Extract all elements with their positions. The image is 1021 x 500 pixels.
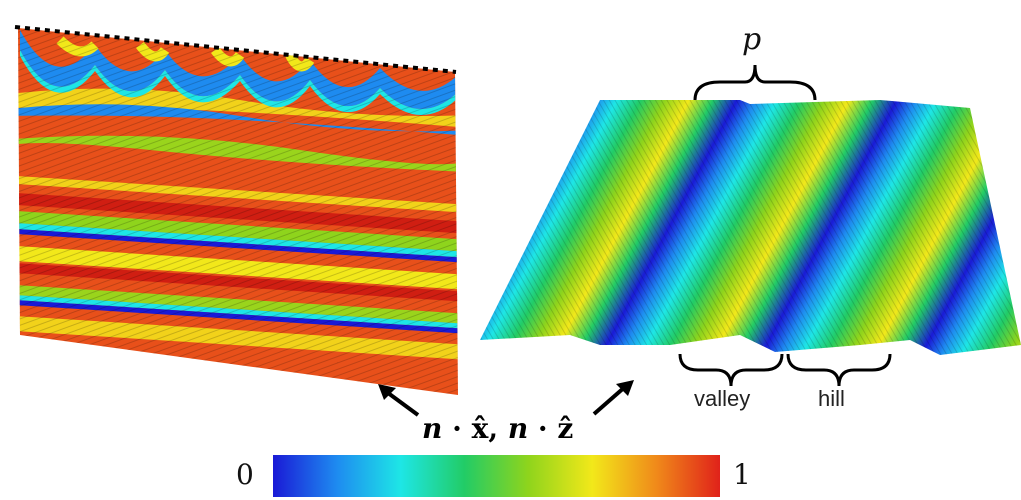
valley-label: valley	[694, 386, 751, 411]
valley-brace	[678, 353, 784, 387]
arrow-up-left-icon	[378, 384, 420, 417]
right-field-graphic	[480, 100, 1021, 355]
formula-n2: n	[507, 412, 529, 445]
formula-dot1: ·	[442, 412, 472, 445]
period-label: p	[742, 22, 762, 57]
colorbar-max-label: 1	[733, 458, 751, 491]
reference-dotted-line	[14, 25, 457, 74]
valley-hill-braces	[678, 353, 892, 387]
formula-z: ẑ	[557, 412, 574, 445]
left-field-graphic	[14, 25, 458, 395]
hill-label: hill	[818, 386, 845, 411]
formula-label: n · x̂, n · ẑ	[422, 412, 573, 445]
left-director-field	[0, 0, 470, 400]
formula-dot2: ·	[528, 412, 558, 445]
formula-n1: n	[422, 412, 443, 445]
hill-brace	[786, 353, 892, 387]
colorbar	[273, 455, 720, 497]
formula-sep: ,	[488, 412, 508, 445]
period-brace	[693, 64, 817, 101]
formula-x: x̂	[471, 412, 489, 445]
colorbar-min-label: 0	[236, 458, 254, 491]
arrow-up-right-icon	[592, 380, 634, 416]
right-director-field	[470, 0, 1021, 400]
